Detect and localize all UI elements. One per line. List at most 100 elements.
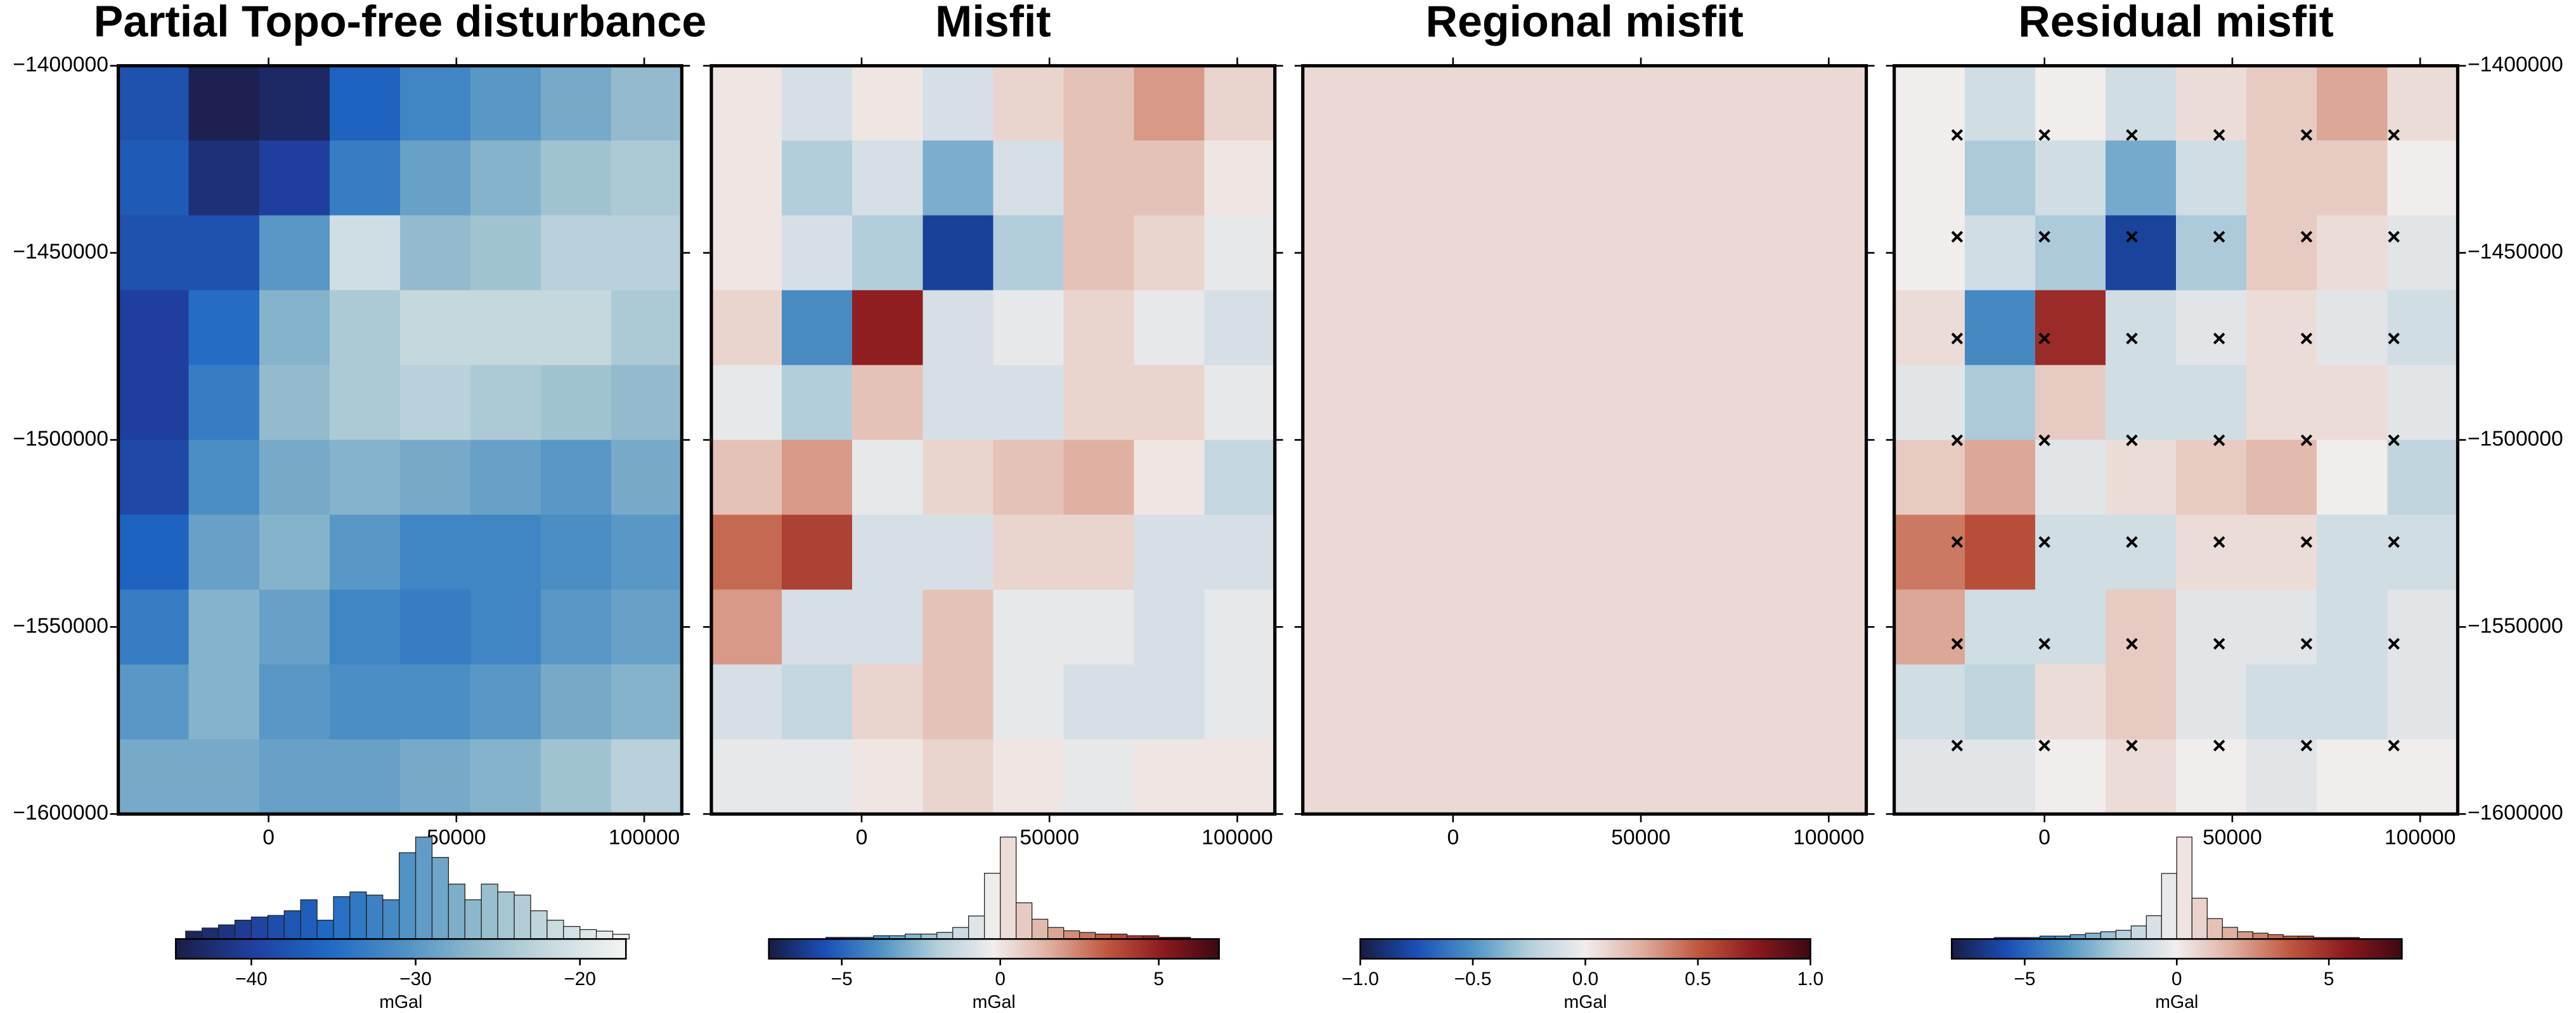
raster-cell <box>2246 365 2318 441</box>
raster-cell <box>2176 290 2248 366</box>
histogram-bar <box>2146 915 2163 939</box>
data-point <box>2388 637 2400 650</box>
x-tick-label: 0 <box>262 826 275 849</box>
data-point <box>1951 434 1964 447</box>
histogram-bar <box>1032 918 1049 939</box>
raster-cell <box>993 440 1065 516</box>
data-point <box>1951 536 1964 548</box>
raster-cell <box>2387 739 2459 815</box>
raster-cell <box>1134 140 1205 216</box>
raster-cell <box>399 514 472 591</box>
raster-cell <box>541 664 612 740</box>
raster-cell <box>118 290 190 366</box>
raster-cell <box>259 440 330 516</box>
y-tick-label: −1450000 <box>13 240 108 264</box>
raster-cell <box>470 514 542 591</box>
raster-cell <box>2105 290 2177 366</box>
y-tick-label: −1600000 <box>2468 801 2563 825</box>
histogram-bar <box>234 920 252 939</box>
raster-cell <box>1204 65 1276 141</box>
data-point <box>2038 332 2050 344</box>
raster-cell <box>329 514 401 591</box>
raster-cell <box>922 65 994 141</box>
data-point <box>2388 434 2400 447</box>
raster-cell <box>541 65 612 141</box>
colorbar-tick-label: 0 <box>2171 969 2182 990</box>
data-point <box>2213 637 2225 650</box>
raster-cell <box>2035 589 2106 665</box>
data-point <box>2038 740 2050 752</box>
histogram-bar <box>2206 918 2223 939</box>
raster-cell <box>188 739 260 815</box>
histogram-bar <box>1063 930 1080 939</box>
raster-cell <box>922 739 994 815</box>
raster-cell <box>1894 514 1965 591</box>
raster-cell <box>118 440 190 516</box>
colorbar-tick-label: 5 <box>1153 969 1164 990</box>
histogram-bar <box>2252 932 2269 939</box>
raster-cell <box>1964 514 2036 591</box>
data-point <box>1951 637 1964 650</box>
data-point <box>2126 637 2138 650</box>
y-tick-label: −1500000 <box>2468 427 2563 450</box>
raster-cell <box>470 440 542 516</box>
raster-cell <box>922 589 994 665</box>
histogram-bar <box>1000 836 1017 939</box>
raster-cell <box>329 290 401 366</box>
histogram-bar <box>563 925 581 939</box>
raster-cell <box>1063 65 1135 141</box>
raster-cell <box>2246 739 2318 815</box>
y-tick-label: −1400000 <box>2468 53 2563 77</box>
y-tick-label: −1550000 <box>2468 614 2563 637</box>
raster-cell <box>2246 140 2318 216</box>
raster-cell <box>259 739 330 815</box>
raster-cell <box>2176 65 2248 141</box>
raster-cell <box>922 514 994 591</box>
raster-cell <box>1204 664 1276 740</box>
histogram-bar <box>1016 902 1033 939</box>
data-point <box>2300 230 2313 243</box>
histogram-bar <box>481 884 498 939</box>
colorbar-label: mGal <box>973 992 1016 1012</box>
raster-cell <box>259 514 330 591</box>
raster-cell <box>2387 365 2459 441</box>
x-tick-label: 100000 <box>2385 826 2456 849</box>
raster-cell <box>782 290 853 366</box>
raster-cell <box>782 365 853 441</box>
histogram-bar <box>497 891 515 939</box>
raster-cell <box>541 440 612 516</box>
data-point <box>2388 740 2400 752</box>
colorbar-label: mGal <box>2155 992 2198 1012</box>
raster-cell <box>1894 589 1965 665</box>
raster-cell <box>852 215 924 291</box>
x-tick-label: 0 <box>856 826 868 849</box>
raster-cell <box>782 440 853 516</box>
raster-cell <box>1134 589 1205 665</box>
raster-cell <box>2176 514 2248 591</box>
raster-cell <box>711 514 783 591</box>
histogram-bar <box>2100 931 2117 939</box>
raster-cell <box>711 440 783 516</box>
data-point <box>2126 536 2138 548</box>
raster-cell <box>2246 589 2318 665</box>
data-point <box>2038 129 2050 141</box>
colorbar-tick-label: 0.5 <box>1685 969 1711 990</box>
raster-cell <box>711 664 783 740</box>
histogram-bar <box>333 896 351 939</box>
raster-cell <box>993 589 1065 665</box>
raster-cell <box>259 589 330 665</box>
raster-cell <box>2035 290 2106 366</box>
histogram-bar <box>202 927 219 939</box>
raster-cell <box>711 739 783 815</box>
raster-cell <box>852 589 924 665</box>
raster-cell <box>1204 365 1276 441</box>
raster-cell <box>711 65 783 141</box>
x-tick-label: 50000 <box>1019 826 1079 849</box>
data-point <box>2038 536 2050 548</box>
histogram-bar <box>415 836 433 939</box>
histogram-bar <box>984 872 1001 939</box>
raster-cell <box>611 514 683 591</box>
x-tick-label: 0 <box>2038 826 2050 849</box>
raster-cell <box>2317 589 2388 665</box>
raster-cell <box>2246 65 2318 141</box>
